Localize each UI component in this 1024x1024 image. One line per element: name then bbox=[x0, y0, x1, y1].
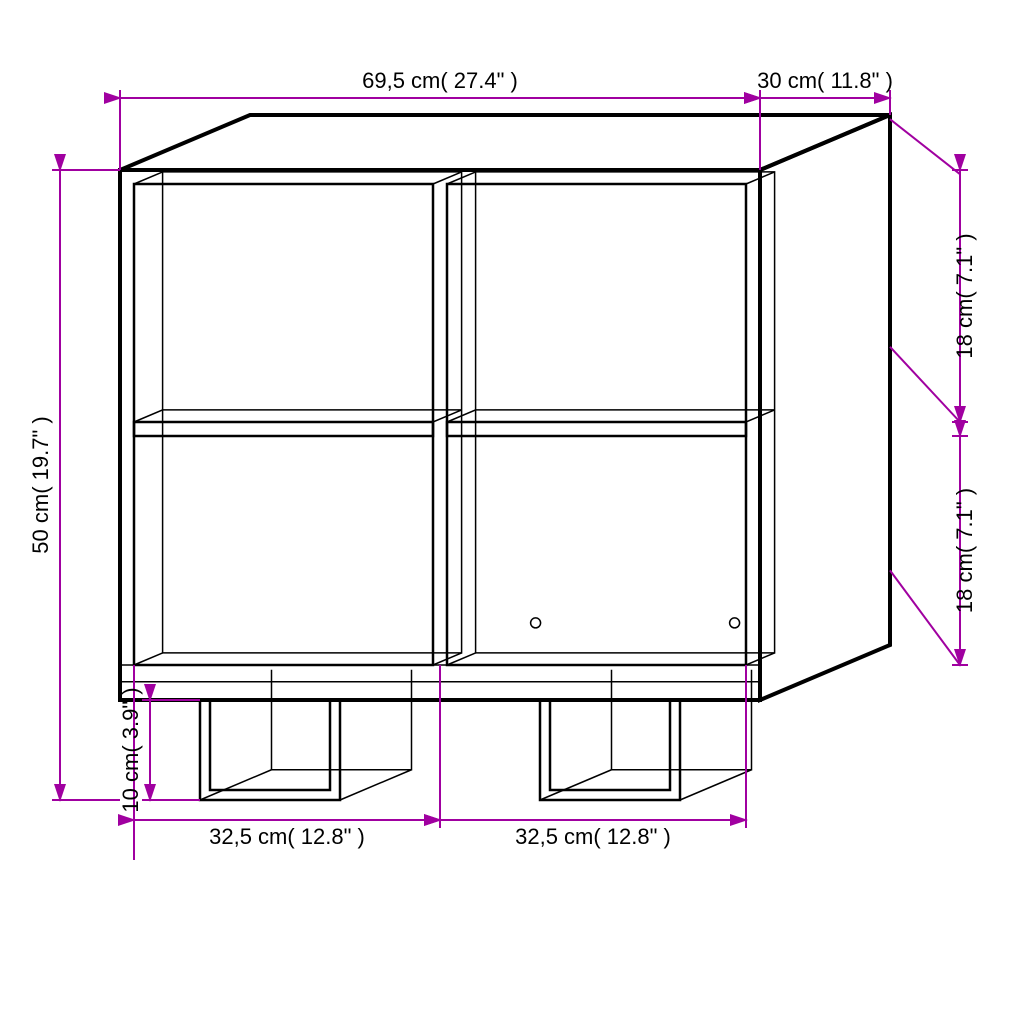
svg-text:10 cm( 3.9" ): 10 cm( 3.9" ) bbox=[118, 687, 143, 812]
svg-text:32,5 cm( 12.8" ): 32,5 cm( 12.8" ) bbox=[515, 824, 671, 849]
svg-text:69,5 cm( 27.4" ): 69,5 cm( 27.4" ) bbox=[362, 68, 518, 93]
svg-text:50 cm( 19.7" ): 50 cm( 19.7" ) bbox=[28, 416, 53, 553]
svg-text:18 cm( 7.1" ): 18 cm( 7.1" ) bbox=[952, 488, 977, 613]
svg-text:30 cm( 11.8" ): 30 cm( 11.8" ) bbox=[757, 68, 893, 93]
svg-text:18 cm( 7.1" ): 18 cm( 7.1" ) bbox=[952, 233, 977, 358]
svg-text:32,5 cm( 12.8" ): 32,5 cm( 12.8" ) bbox=[209, 824, 365, 849]
